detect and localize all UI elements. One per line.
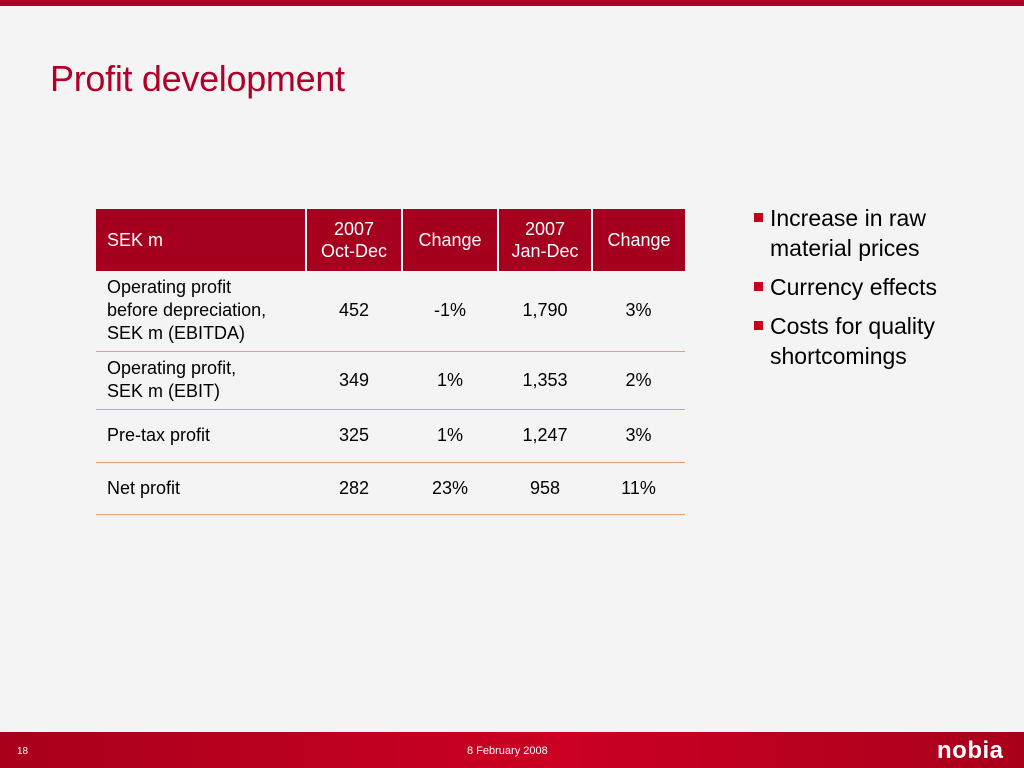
cell-q4-change: 1% <box>402 409 498 463</box>
header-q4-change: Change <box>401 209 499 271</box>
cell-q4-change: 23% <box>402 462 498 515</box>
cell-q4: 349 <box>306 351 402 410</box>
cell-full-year-change: 2% <box>592 351 685 410</box>
row-label: Pre-tax profit <box>96 409 306 463</box>
cell-full-year: 1,790 <box>498 271 592 352</box>
cell-q4: 282 <box>306 462 402 515</box>
slide-title: Profit development <box>50 58 345 99</box>
cell-full-year-change: 3% <box>592 271 685 352</box>
row-label: Net profit <box>96 462 306 515</box>
cell-full-year: 1,247 <box>498 409 592 463</box>
top-accent-bar <box>0 0 1024 6</box>
row-label: Operating profit, SEK m (EBIT) <box>96 351 306 410</box>
cell-full-year: 1,353 <box>498 351 592 410</box>
page-number: 18 <box>17 746 29 757</box>
header-q4-period: 2007 Oct-Dec <box>305 209 403 271</box>
cell-q4-change: -1% <box>402 271 498 352</box>
table-header-row: SEK m 2007 Oct-Dec Change 2007 Jan-Dec Cha… <box>96 209 685 271</box>
footer-bar: 18 8 February 2008 nobia <box>0 732 1024 768</box>
cell-full-year: 958 <box>498 462 592 515</box>
cell-full-year-change: 3% <box>592 409 685 463</box>
bullet-item: Costs for quality shortcomings <box>752 311 1012 371</box>
table-row-pretax: Pre-tax profit 325 1% 1,247 3% <box>96 409 685 463</box>
bullet-item: Increase in raw material prices <box>752 203 1012 263</box>
square-bullet-icon <box>754 321 763 330</box>
table-row-net-profit: Net profit 282 23% 958 11% <box>96 462 685 515</box>
square-bullet-icon <box>754 213 763 222</box>
bullet-list: Increase in raw material prices Currency … <box>752 203 1012 380</box>
cell-q4-change: 1% <box>402 351 498 410</box>
header-full-year-change: Change <box>591 209 685 271</box>
footer-date: 8 February 2008 <box>467 745 548 757</box>
cell-full-year-change: 11% <box>592 462 685 515</box>
header-full-year-period: 2007 Jan-Dec <box>497 209 593 271</box>
profit-table: SEK m 2007 Oct-Dec Change 2007 Jan-Dec Cha… <box>96 209 685 515</box>
cell-q4: 452 <box>306 271 402 352</box>
cell-q4: 325 <box>306 409 402 463</box>
table-row-ebit: Operating profit, SEK m (EBIT) 349 1% 1,3… <box>96 351 685 410</box>
header-unit: SEK m <box>96 209 307 271</box>
square-bullet-icon <box>754 282 763 291</box>
row-label: Operating profit before depreciation, SEK … <box>96 271 306 352</box>
nobia-logo: nobia <box>937 737 1004 764</box>
table-row-ebitda: Operating profit before depreciation, SEK … <box>96 271 685 352</box>
bullet-item: Currency effects <box>752 272 1012 302</box>
